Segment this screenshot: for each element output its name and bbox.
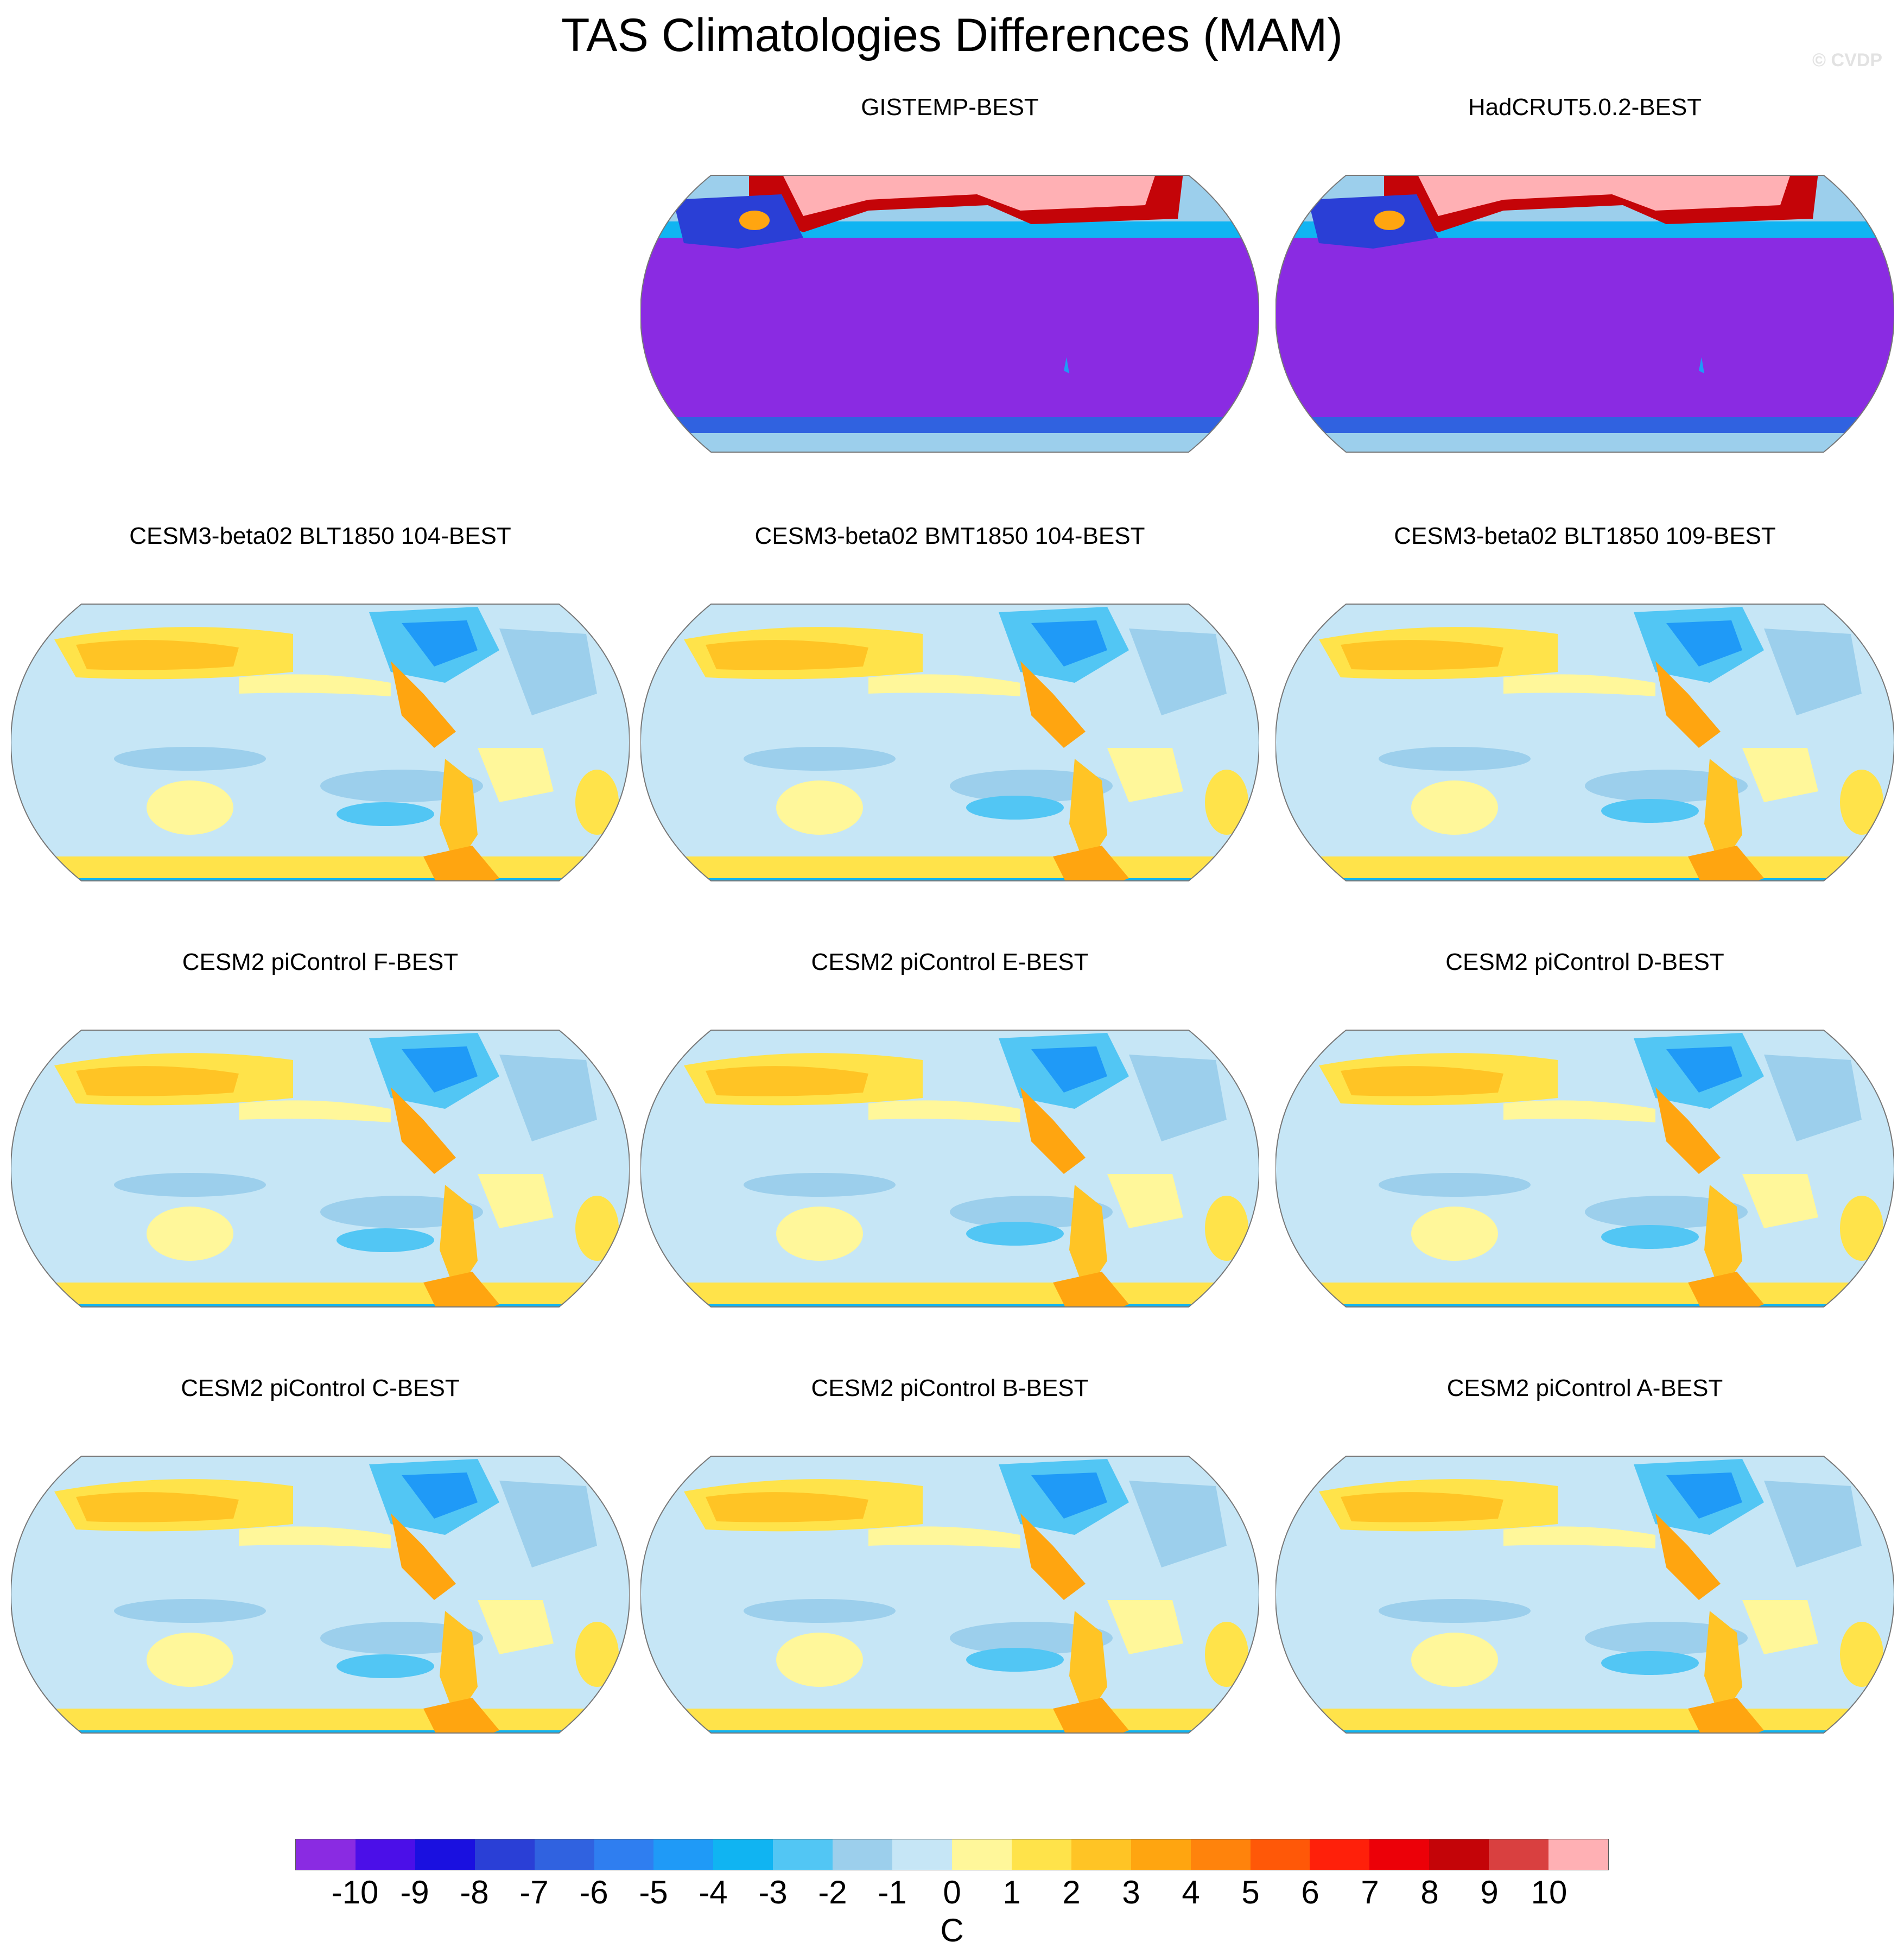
panel-title: CESM2 piControl A-BEST — [1446, 1375, 1723, 1401]
colorbar-swatch — [833, 1839, 893, 1870]
map-panel: CESM2 piControl A-BEST — [1275, 1373, 1894, 1791]
colorbar-swatch — [594, 1839, 654, 1870]
colorbar-swatch — [653, 1839, 714, 1870]
colorbar-tick: -10 — [331, 1874, 379, 1910]
colorbar-swatch — [892, 1839, 952, 1870]
panel-title: CESM3-beta02 BMT1850 104-BEST — [754, 523, 1145, 549]
panel-title: GISTEMP-BEST — [861, 94, 1039, 120]
colorbar-tick: -3 — [758, 1874, 788, 1910]
map-panel: HadCRUT5.0.2-BEST — [1275, 92, 1894, 510]
map-panel: GISTEMP-BEST — [640, 92, 1259, 510]
colorbar-swatch — [534, 1839, 594, 1870]
colorbar-tick: -4 — [699, 1874, 728, 1910]
colorbar-tick: 1 — [1002, 1874, 1021, 1910]
colorbar-tick: -7 — [519, 1874, 549, 1910]
cvdp-watermark: © CVDP — [1812, 50, 1882, 71]
map-panel: CESM2 piControl B-BEST — [640, 1373, 1259, 1791]
colorbar-swatch — [1310, 1839, 1370, 1870]
colorbar-tick: 10 — [1531, 1874, 1567, 1910]
colorbar-swatch — [1548, 1839, 1608, 1870]
colorbar-tick: 2 — [1062, 1874, 1081, 1910]
colorbar-swatch — [1190, 1839, 1251, 1870]
colorbar-swatch — [1250, 1839, 1310, 1870]
colorbar-tick: -6 — [579, 1874, 608, 1910]
colorbar-swatch — [355, 1839, 415, 1870]
colorbar-tick: 8 — [1420, 1874, 1439, 1910]
colorbar-swatch — [773, 1839, 833, 1870]
panel-title: CESM3-beta02 BLT1850 104-BEST — [129, 523, 511, 549]
colorbar-tick: 0 — [943, 1874, 961, 1910]
map-panel: CESM3-beta02 BLT1850 109-BEST — [1275, 521, 1894, 939]
colorbar-swatch — [1489, 1839, 1549, 1870]
colorbar-swatch — [296, 1839, 356, 1870]
map-panel: CESM2 piControl F-BEST — [11, 947, 630, 1365]
world-map — [1275, 604, 1894, 881]
colorbar-tick: 6 — [1301, 1874, 1319, 1910]
world-map — [1275, 1030, 1894, 1307]
colorbar-swatch — [1071, 1839, 1131, 1870]
panel-title: CESM2 piControl F-BEST — [182, 949, 459, 975]
world-map — [1275, 175, 1894, 453]
panel-title: CESM2 piControl C-BEST — [181, 1375, 460, 1401]
map-panel: CESM3-beta02 BMT1850 104-BEST — [640, 521, 1259, 939]
colorbar-tick: -2 — [818, 1874, 847, 1910]
colorbar-swatch — [1369, 1839, 1430, 1870]
colorbar-tick: 3 — [1122, 1874, 1140, 1910]
colorbar-tick: -8 — [460, 1874, 489, 1910]
colorbar-swatch — [1131, 1839, 1191, 1870]
colorbar-swatch — [1011, 1839, 1071, 1870]
colorbar — [295, 1839, 1609, 1870]
panel-title: CESM2 piControl D-BEST — [1445, 949, 1724, 975]
map-panel: CESM2 piControl D-BEST — [1275, 947, 1894, 1365]
panel-title: CESM2 piControl B-BEST — [811, 1375, 1089, 1401]
world-map — [640, 1456, 1259, 1734]
panel-title: CESM2 piControl E-BEST — [811, 949, 1089, 975]
colorbar-tick: 7 — [1361, 1874, 1379, 1910]
colorbar-tick: 5 — [1241, 1874, 1260, 1910]
figure-title: TAS Climatologies Differences (MAM) — [561, 9, 1343, 61]
world-map — [640, 175, 1259, 453]
world-map — [11, 1030, 630, 1307]
world-map — [11, 604, 630, 881]
panel-title: CESM3-beta02 BLT1850 109-BEST — [1394, 523, 1776, 549]
map-panel: CESM2 piControl E-BEST — [640, 947, 1259, 1365]
map-panel: CESM3-beta02 BLT1850 104-BEST — [11, 521, 630, 939]
panel-title: HadCRUT5.0.2-BEST — [1468, 94, 1702, 120]
colorbar-swatch — [415, 1839, 475, 1870]
colorbar-swatch — [951, 1839, 1012, 1870]
world-map — [1275, 1456, 1894, 1734]
colorbar-tick: -9 — [400, 1874, 429, 1910]
colorbar-tick: 9 — [1480, 1874, 1499, 1910]
colorbar-swatch — [474, 1839, 535, 1870]
colorbar-tick: 4 — [1182, 1874, 1200, 1910]
world-map — [11, 1456, 630, 1734]
colorbar-tick: -1 — [878, 1874, 907, 1910]
map-panel: CESM2 piControl C-BEST — [11, 1373, 630, 1791]
colorbar-swatch — [1429, 1839, 1489, 1870]
colorbar-units: C — [940, 1912, 964, 1948]
world-map — [640, 604, 1259, 881]
colorbar-tick: -5 — [639, 1874, 668, 1910]
world-map — [640, 1030, 1259, 1307]
colorbar-swatch — [713, 1839, 773, 1870]
